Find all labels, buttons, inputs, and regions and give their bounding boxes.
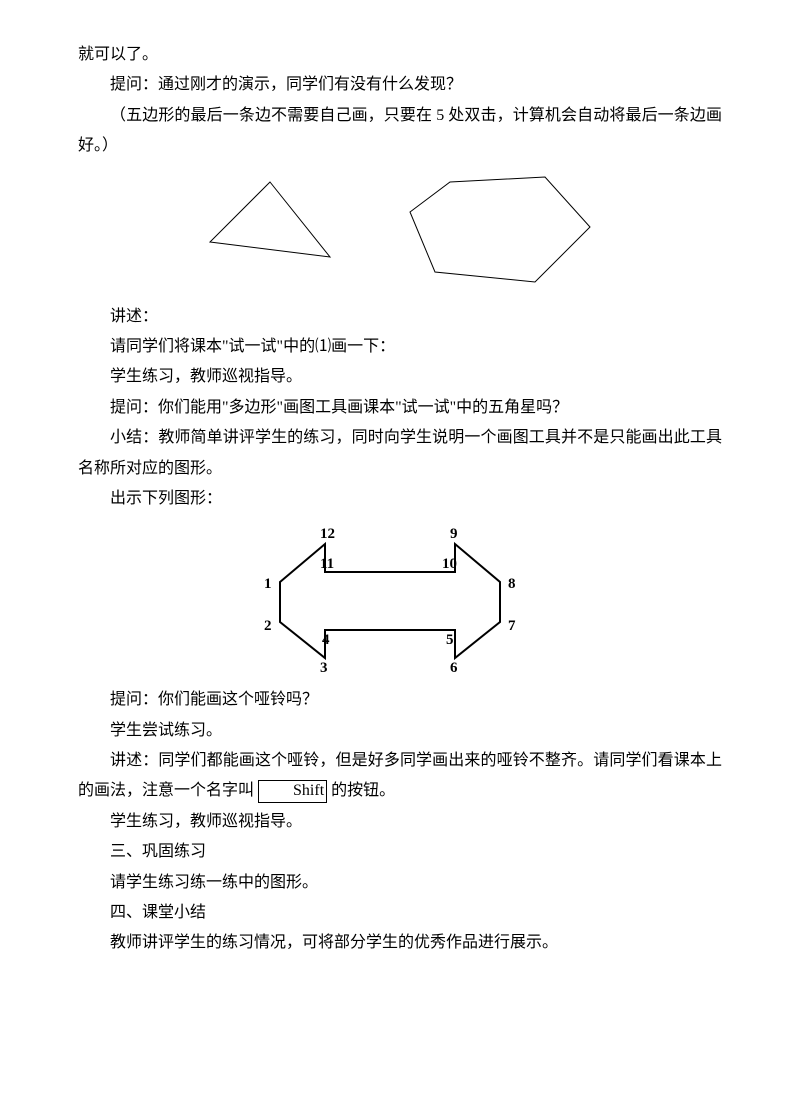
- paragraph-3: （五边形的最后一条边不需要自己画，只要在 5 处双击，计算机会自动将最后一条边画…: [78, 101, 722, 162]
- paragraph-12: 讲述：同学们都能画这个哑铃，但是好多同学画出来的哑铃不整齐。请同学们看课本上的画…: [78, 746, 722, 807]
- paragraph-9: 出示下列图形：: [78, 484, 722, 514]
- paragraph-7: 提问：你们能用"多边形"画图工具画课本"试一试"中的五角星吗？: [78, 393, 722, 423]
- svg-text:1: 1: [264, 576, 272, 592]
- paragraph-12-text-a: 讲述：同学们都能画这个哑铃，但是好多同学画出来的哑铃不整齐。请同学们看课本上的画…: [78, 752, 722, 799]
- paragraph-8: 小结：教师简单讲评学生的练习，同时向学生说明一个画图工具并不是只能画出此工具名称…: [78, 423, 722, 484]
- svg-text:9: 9: [450, 526, 458, 542]
- svg-text:7: 7: [508, 618, 516, 634]
- triangle-diagram: [200, 172, 340, 272]
- svg-text:6: 6: [450, 660, 458, 676]
- paragraph-6: 学生练习，教师巡视指导。: [78, 362, 722, 392]
- svg-text:5: 5: [446, 632, 454, 648]
- paragraph-15: 请学生练习练一练中的图形。: [78, 868, 722, 898]
- irregular-hexagon-diagram: [400, 172, 600, 292]
- svg-text:4: 4: [322, 632, 330, 648]
- paragraph-14: 三、巩固练习: [78, 837, 722, 867]
- paragraph-13: 学生练习，教师巡视指导。: [78, 807, 722, 837]
- figure-dumbbell: 1 12 11 10 9 8 7 6 5 4 3 2: [78, 522, 722, 677]
- paragraph-1: 就可以了。: [78, 40, 722, 70]
- paragraph-5: 请同学们将课本"试一试"中的⑴画一下：: [78, 332, 722, 362]
- paragraph-12-text-b: 的按钮。: [327, 782, 395, 799]
- svg-text:12: 12: [320, 526, 335, 542]
- paragraph-4: 讲述：: [78, 302, 722, 332]
- paragraph-17: 教师讲评学生的练习情况，可将部分学生的优秀作品进行展示。: [78, 928, 722, 958]
- svg-text:11: 11: [320, 556, 334, 572]
- svg-text:3: 3: [320, 660, 328, 676]
- svg-text:2: 2: [264, 618, 272, 634]
- paragraph-11: 学生尝试练习。: [78, 716, 722, 746]
- paragraph-2: 提问：通过刚才的演示，同学们有没有什么发现？: [78, 70, 722, 100]
- paragraph-10: 提问：你们能画这个哑铃吗？: [78, 685, 722, 715]
- paragraph-16: 四、课堂小结: [78, 898, 722, 928]
- shift-key-label: Shift: [258, 780, 327, 803]
- svg-text:8: 8: [508, 576, 516, 592]
- svg-text:10: 10: [442, 556, 457, 572]
- figure-shapes-row: [78, 172, 722, 292]
- dumbbell-diagram: 1 12 11 10 9 8 7 6 5 4 3 2: [250, 522, 550, 677]
